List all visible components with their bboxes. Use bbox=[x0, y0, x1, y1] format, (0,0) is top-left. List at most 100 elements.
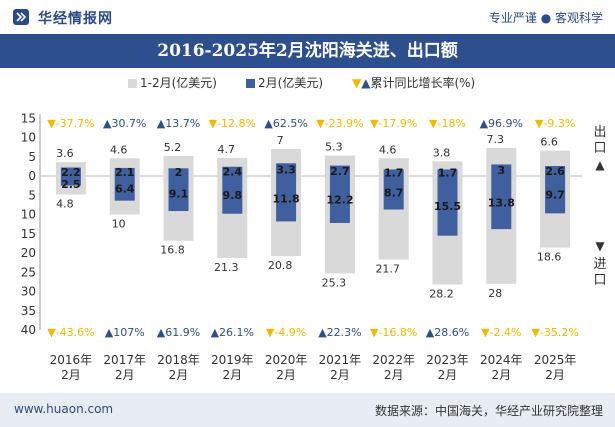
bar-import-monthly bbox=[545, 176, 566, 214]
label-export-cumulative: 3.8 bbox=[433, 146, 451, 159]
logo-icon bbox=[13, 9, 29, 25]
label-export-monthly: 1.7 bbox=[438, 167, 458, 180]
yoy-export: ▼-18% bbox=[429, 117, 466, 130]
footer-site: www.huaon.com bbox=[14, 402, 114, 416]
x-tick-label-year: 2022年 bbox=[372, 353, 415, 367]
y-tick-label: 40 bbox=[21, 323, 36, 337]
slogan-left: 专业严谨 bbox=[488, 11, 537, 25]
legend-yoy: ▼▲累计同比增长率(%) bbox=[352, 74, 475, 91]
x-tick-label-month: 2月 bbox=[61, 368, 81, 382]
legend-cumulative: 1-2月(亿美元) bbox=[128, 74, 217, 91]
label-import-cumulative: 4.8 bbox=[56, 197, 74, 210]
label-import-monthly: 9.7 bbox=[545, 189, 565, 202]
x-tick-label-year: 2024年 bbox=[480, 353, 523, 367]
yoy-import: ▲26.1% bbox=[211, 326, 254, 339]
legend-monthly-swatch bbox=[246, 79, 255, 88]
label-import-cumulative: 28 bbox=[488, 287, 502, 300]
top-bar: 华经情报网 专业严谨 ● 客观科学 bbox=[0, 0, 615, 34]
label-export-cumulative: 7.3 bbox=[487, 133, 505, 146]
label-import-monthly: 12.2 bbox=[326, 193, 353, 206]
slogan-dot: ● bbox=[540, 11, 555, 25]
chart-area: 15 10 5 0 5 10 15 20 25 30 35 40 3.6 2.22.5 4.8 ▼-37.7%… bbox=[21, 111, 607, 382]
label-import-monthly: 8.7 bbox=[384, 187, 404, 200]
chart-title: 2016-2025年2月沈阳海关进、出口额 bbox=[0, 34, 615, 68]
x-tick-label-month: 2月 bbox=[330, 368, 350, 382]
label-export-monthly: 2 bbox=[175, 166, 183, 179]
bar-import-monthly bbox=[491, 176, 512, 230]
export-arrow-icon: ▲ bbox=[595, 158, 605, 172]
bar-export-monthly bbox=[276, 163, 297, 176]
label-export-cumulative: 4.6 bbox=[110, 143, 128, 156]
bar-import-monthly bbox=[329, 176, 350, 223]
side-label-import-2: 口 bbox=[593, 273, 606, 288]
bar-export-monthly bbox=[545, 165, 566, 176]
yoy-import: ▼-43.6% bbox=[47, 326, 94, 339]
bar-import-monthly bbox=[60, 176, 81, 186]
y-tick-label: 30 bbox=[21, 285, 36, 299]
x-tick-label-month: 2月 bbox=[491, 368, 511, 382]
label-import-cumulative: 20.8 bbox=[268, 259, 293, 272]
label-export-monthly: 2.4 bbox=[223, 165, 243, 178]
yoy-import: ▲28.6% bbox=[426, 326, 469, 339]
label-import-cumulative: 21.3 bbox=[214, 261, 239, 274]
label-import-monthly: 9.8 bbox=[223, 189, 243, 202]
y-tick-label: 25 bbox=[21, 265, 36, 279]
yoy-import: ▼-2.4% bbox=[481, 326, 521, 339]
label-export-monthly: 2.1 bbox=[115, 166, 135, 179]
yoy-import: ▲61.9% bbox=[157, 326, 200, 339]
footer: www.huaon.com 数据来源：中国海关，华经产业研究院整理 bbox=[0, 393, 615, 427]
y-tick-label: 5 bbox=[28, 188, 36, 202]
x-tick-label-year: 2017年 bbox=[103, 353, 146, 367]
label-import-monthly: 9.1 bbox=[169, 188, 189, 201]
yoy-export: ▼-12.8% bbox=[209, 117, 256, 130]
y-tick-label: 35 bbox=[21, 304, 36, 318]
legend: 1-2月(亿美元) 2月(亿美元) ▼▲累计同比增长率(%) bbox=[0, 72, 615, 92]
x-tick-label-month: 2月 bbox=[276, 368, 296, 382]
label-export-cumulative: 4.7 bbox=[218, 143, 236, 156]
y-tick-label: 10 bbox=[21, 131, 36, 145]
yoy-import: ▼-16.8% bbox=[370, 326, 417, 339]
label-import-monthly: 11.8 bbox=[273, 193, 300, 206]
yoy-export: ▼-17.9% bbox=[370, 117, 417, 130]
label-import-monthly: 6.4 bbox=[115, 182, 135, 195]
x-tick-label-year: 2019年 bbox=[211, 353, 254, 367]
label-import-cumulative: 16.8 bbox=[160, 244, 185, 257]
label-export-cumulative: 3.6 bbox=[56, 147, 74, 160]
bar-import-monthly bbox=[383, 176, 404, 210]
label-import-cumulative: 25.3 bbox=[322, 276, 347, 289]
yoy-import: ▼-35.2% bbox=[531, 326, 578, 339]
label-import-cumulative: 18.6 bbox=[537, 251, 562, 264]
x-tick-label-month: 2月 bbox=[438, 368, 458, 382]
side-label-export-2: 口 bbox=[593, 141, 606, 156]
x-tick-label-year: 2023年 bbox=[426, 353, 469, 367]
legend-yoy-down-icon: ▼ bbox=[352, 76, 362, 90]
bar-import-monthly bbox=[437, 176, 458, 236]
label-import-monthly: 2.5 bbox=[61, 178, 81, 191]
legend-monthly: 2月(亿美元) bbox=[246, 74, 323, 91]
y-tick-label: 10 bbox=[21, 208, 36, 222]
label-export-monthly: 2.2 bbox=[61, 166, 81, 179]
y-tick-label: 15 bbox=[21, 227, 36, 241]
legend-yoy-up-icon: ▲ bbox=[361, 76, 371, 90]
label-import-monthly: 13.8 bbox=[488, 197, 515, 210]
label-export-monthly: 1.7 bbox=[384, 167, 404, 180]
label-export-monthly: 2.7 bbox=[330, 165, 350, 178]
bar-export-monthly bbox=[60, 167, 81, 176]
yoy-export: ▲96.9% bbox=[480, 117, 523, 130]
yoy-export: ▲13.7% bbox=[157, 117, 200, 130]
bar-export-monthly bbox=[114, 167, 135, 176]
y-tick-label: 20 bbox=[21, 246, 36, 260]
label-export-cumulative: 5.3 bbox=[325, 141, 343, 154]
yoy-export: ▲30.7% bbox=[103, 117, 146, 130]
label-export-cumulative: 4.6 bbox=[379, 143, 397, 156]
legend-yoy-label: 累计同比增长率(%) bbox=[370, 76, 476, 90]
x-tick-label-month: 2月 bbox=[384, 368, 404, 382]
yoy-export: ▼-9.3% bbox=[535, 117, 575, 130]
side-label-export-1: 出 bbox=[593, 125, 606, 140]
x-tick-label-month: 2月 bbox=[115, 368, 135, 382]
legend-cumulative-label: 1-2月(亿美元) bbox=[140, 76, 217, 90]
slogan: 专业严谨 ● 客观科学 bbox=[489, 9, 603, 26]
label-import-cumulative: 10 bbox=[112, 218, 126, 231]
bar-export-monthly bbox=[168, 168, 189, 176]
label-export-cumulative: 6.6 bbox=[540, 136, 558, 149]
